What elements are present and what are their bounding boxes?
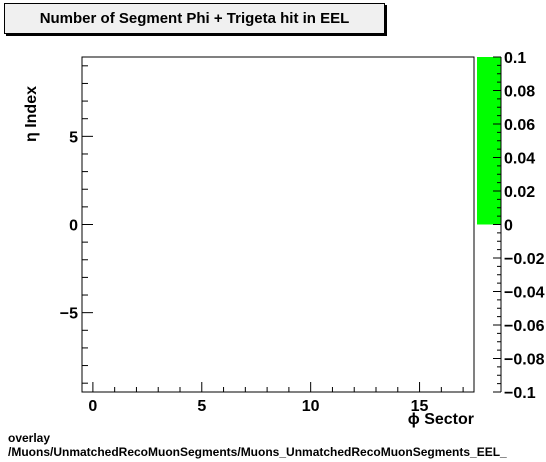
z-tick-label: −0.02	[504, 251, 545, 268]
z-tick-label: 0	[504, 218, 513, 235]
z-tick-label: 0.1	[504, 50, 526, 67]
footer: overlay /Muons/UnmatchedRecoMuonSegments…	[8, 431, 507, 459]
z-tick-label: −0.04	[504, 285, 545, 302]
z-tick-label: −0.1	[504, 385, 536, 402]
x-tick-label: 5	[197, 398, 206, 415]
footer-line-2: /Muons/UnmatchedRecoMuonSegments/Muons_U…	[8, 445, 507, 459]
z-tick-label: 0.08	[504, 84, 535, 101]
z-tick-label: −0.08	[504, 352, 545, 369]
chart-title-box: Number of Segment Phi + Trigeta hit in E…	[4, 3, 385, 34]
x-tick-label: 15	[411, 398, 429, 415]
x-axis-label: ϕ Sector	[408, 411, 474, 428]
z-tick-label: 0.02	[504, 184, 535, 201]
y-axis-ticks: −5 0 5	[60, 65, 93, 384]
z-tick-label: 0.04	[504, 151, 535, 168]
y-axis-label: η Index	[23, 86, 40, 142]
z-tick-label: −0.06	[504, 318, 545, 335]
y-tick-label: 0	[69, 218, 78, 235]
x-tick-label: 10	[302, 398, 320, 415]
y-tick-label: 5	[69, 129, 78, 146]
color-palette: 0.1 0.08 0.06 0.04 0.02 0 −0.02 −0.04 −0.06 −0.08…	[477, 50, 545, 402]
y-tick-label: −5	[60, 306, 78, 323]
chart-title: Number of Segment Phi + Trigeta hit in E…	[39, 10, 350, 27]
footer-line-1: overlay	[8, 431, 51, 445]
x-axis-ticks: 0 5 10 15	[88, 382, 464, 415]
z-tick-label: 0.06	[504, 117, 535, 134]
x-tick-label: 0	[88, 398, 97, 415]
plot-frame	[81, 56, 475, 393]
